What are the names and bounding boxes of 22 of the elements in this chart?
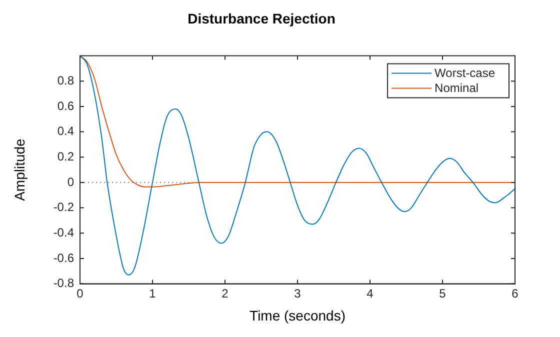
x-tick-label: 2: [222, 286, 229, 300]
x-axis-title: Time (seconds): [250, 307, 346, 324]
y-tick-label: 0.6: [57, 98, 74, 113]
legend-label: Nominal: [434, 81, 479, 96]
y-tick-label: -0.8: [53, 276, 74, 290]
y-tick-label: 0: [67, 174, 74, 189]
x-tick-label: 1: [149, 286, 156, 300]
y-tick-label: -0.2: [53, 200, 74, 214]
y-tick-label: -0.6: [53, 250, 74, 265]
line-series: [80, 56, 515, 276]
y-tick-label: 0.8: [57, 73, 74, 88]
y-axis-title: Amplitude: [11, 138, 28, 201]
legend-label: Worst-case: [434, 66, 496, 80]
x-tick-label: 3: [294, 286, 302, 300]
x-tick-label: 6: [512, 286, 519, 300]
x-tick-label: 5: [439, 286, 446, 300]
chart-title: Disturbance Rejection: [188, 10, 336, 26]
y-tick-label: 0.2: [57, 149, 74, 164]
x-tick-label: 4: [366, 286, 374, 300]
y-tick-label: -0.4: [53, 225, 74, 240]
x-tick-label: 0: [76, 286, 84, 300]
y-tick-label: 0.4: [57, 124, 74, 138]
